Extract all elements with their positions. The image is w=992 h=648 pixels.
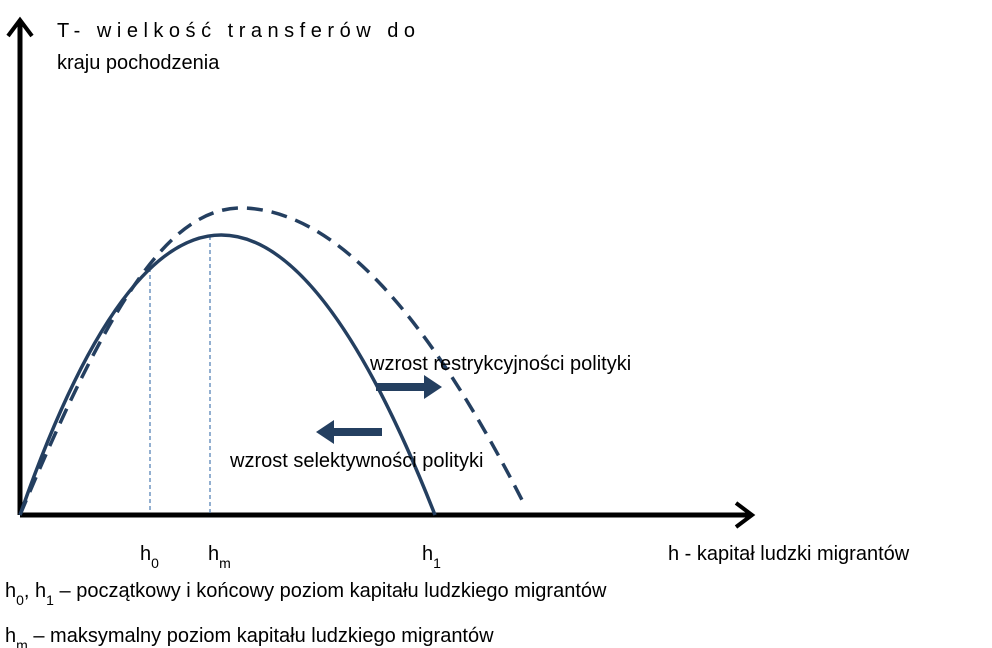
caption: hm – maksymalny poziom kapitału ludzkieg… [5, 625, 494, 648]
y-axis-label: T- wielkość transferów do [57, 20, 415, 42]
text-segment: – początkowy i końcowy poziom kapitału l… [54, 580, 607, 602]
caption: h0, h1 – początkowy i końcowy poziom kap… [5, 580, 607, 608]
text-segment: h [5, 625, 16, 647]
subscript: m [16, 637, 28, 648]
text-segment: , h [24, 580, 46, 602]
text-segment: h [422, 543, 433, 565]
right-arrow [376, 375, 442, 399]
subscript: 0 [151, 555, 159, 571]
text-segment: h [5, 580, 16, 602]
text-segment: h [140, 543, 151, 565]
subscript: m [219, 555, 231, 571]
x-axis-label: h - kapitał ludzki migrantów [668, 543, 910, 565]
text-segment: – maksymalny poziom kapitału ludzkiego m… [28, 625, 494, 647]
y-axis-label: kraju pochodzenia [57, 52, 220, 74]
tick-label: hm [208, 543, 231, 571]
subscript: 1 [46, 592, 54, 608]
annotation: wzrost selektywności polityki [229, 450, 483, 472]
y-axis-arrow [6, 16, 34, 38]
x-axis-arrow [734, 501, 756, 529]
left-arrow [316, 420, 382, 444]
initial-curve [18, 233, 437, 516]
annotation: wzrost restrykcyjności polityki [369, 353, 631, 375]
subscript: 0 [16, 592, 24, 608]
text-segment: h [208, 543, 219, 565]
tick-label: h1 [422, 543, 441, 571]
subscript: 1 [433, 555, 441, 571]
tick-label: h0 [140, 543, 159, 571]
shifted-curve [18, 206, 524, 516]
